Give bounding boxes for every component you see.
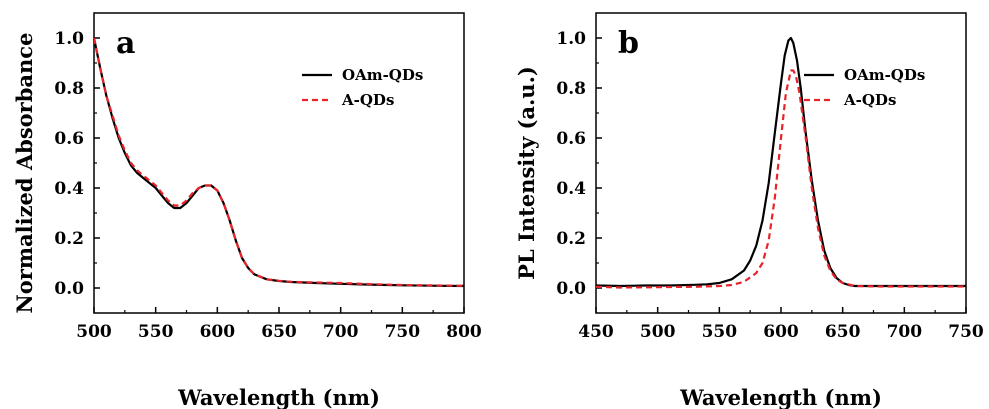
x-axis-title: Wavelength (nm) <box>177 385 380 409</box>
y-axis-title: PL Intensity (a.u.) <box>514 66 539 280</box>
panel-a: 500 550 600 650 700 750 800 0.0 0.2 0.4 0.6 0.8 1.0 W… <box>12 12 482 409</box>
plot-frame <box>93 12 465 314</box>
legend-label: OAm-QDs <box>844 66 925 84</box>
x-tick-label: 650 <box>261 322 297 342</box>
y-tick-label: 0.6 <box>54 129 84 149</box>
x-tick-label: 750 <box>385 322 421 342</box>
y-tick-label: 0.4 <box>556 179 586 199</box>
panel-letter: a <box>116 26 135 61</box>
y-tick-label: 1.0 <box>556 29 586 49</box>
legend-label: OAm-QDs <box>342 66 423 84</box>
x-tick-label: 700 <box>887 322 923 342</box>
y-tick-label: 0.0 <box>54 279 84 299</box>
x-tick-label: 550 <box>138 322 174 342</box>
panel-letter: b <box>618 26 639 61</box>
y-axis-title: Normalized Absorbance <box>12 33 37 314</box>
series-line-a-qds <box>596 69 966 289</box>
x-tick-label: 500 <box>640 322 676 342</box>
panel-b: 450 500 550 600 650 700 750 0.0 0.2 0.4 0.6 0.8 1.0 W… <box>514 12 984 409</box>
y-tick-label: 0.6 <box>556 129 586 149</box>
series-line-oam-qds <box>596 36 966 288</box>
x-tick-label: 550 <box>702 322 738 342</box>
y-tick-label: 0.0 <box>556 279 586 299</box>
x-tick-label: 700 <box>323 322 359 342</box>
x-tick-label: 800 <box>446 322 482 342</box>
plot-frame <box>595 12 967 314</box>
y-tick-label: 0.4 <box>54 179 84 199</box>
x-tick-label: 600 <box>763 322 799 342</box>
x-tick-label: 650 <box>825 322 861 342</box>
x-tick-label: 500 <box>76 322 112 342</box>
legend-label: A-QDs <box>843 91 896 109</box>
series-line-oam-qds <box>94 37 464 288</box>
y-tick-label: 0.8 <box>556 79 586 99</box>
y-tick-label: 0.2 <box>556 229 586 249</box>
x-tick-label: 750 <box>948 322 984 342</box>
y-tick-label: 0.2 <box>54 229 84 249</box>
legend-label: A-QDs <box>341 91 394 109</box>
x-tick-label: 600 <box>200 322 236 342</box>
x-axis-title: Wavelength (nm) <box>679 385 882 409</box>
y-tick-label: 0.8 <box>54 79 84 99</box>
y-tick-label: 1.0 <box>54 29 84 49</box>
x-tick-label: 450 <box>578 322 614 342</box>
